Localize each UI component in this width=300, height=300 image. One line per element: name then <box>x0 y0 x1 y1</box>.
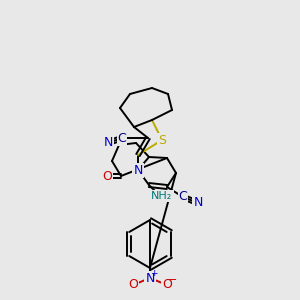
Text: −: − <box>168 275 178 285</box>
Text: C: C <box>178 190 188 203</box>
Text: O: O <box>162 278 172 292</box>
Text: N: N <box>103 136 113 149</box>
Text: S: S <box>158 134 166 146</box>
Text: +: + <box>150 268 158 278</box>
Text: N: N <box>145 272 155 284</box>
Text: O: O <box>102 169 112 182</box>
Text: N: N <box>193 196 203 209</box>
Text: O: O <box>128 278 138 292</box>
Text: N: N <box>133 164 143 176</box>
Text: C: C <box>118 131 126 145</box>
Text: NH₂: NH₂ <box>152 191 172 201</box>
